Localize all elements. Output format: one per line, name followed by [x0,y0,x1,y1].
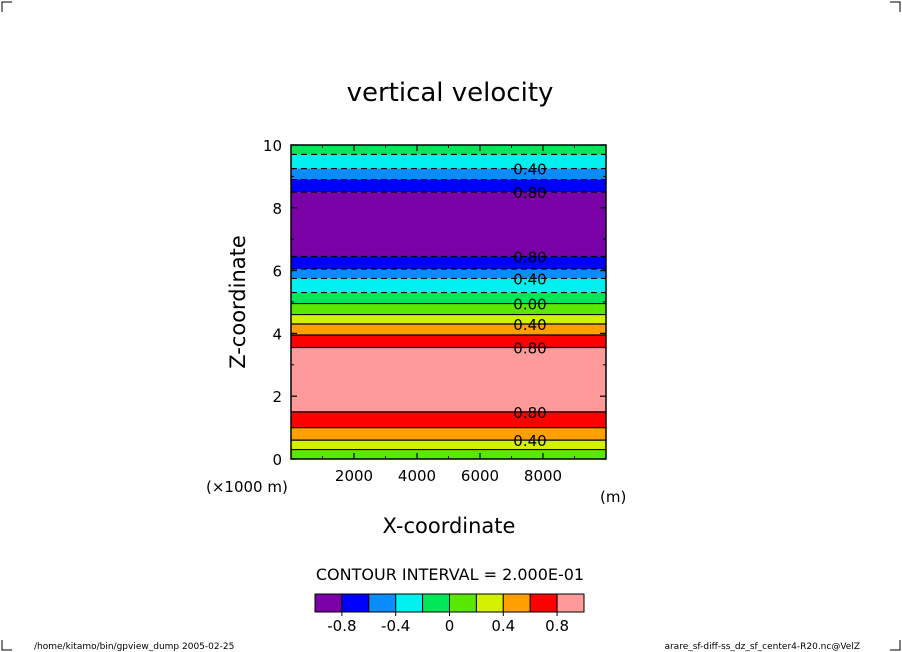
y-tick-label-3: 6 [272,263,282,281]
contour-band-14 [291,179,606,193]
chart-title: vertical velocity [347,78,554,108]
contour-label-6: 0.80 [513,248,546,266]
colorbar-swatch-9 [556,593,585,613]
contour-band-5 [291,334,606,348]
x-axis-label: X-coordinate [383,514,516,538]
colorbar-swatch-5 [449,593,477,613]
y-tick-label-2: 4 [272,325,282,343]
contour-band-13 [291,192,606,257]
colorbar-swatch-4 [422,593,451,613]
contour-band-1 [291,440,606,450]
colorbar-swatch-8 [529,593,558,613]
contour-label-8: 0.40 [513,161,546,179]
contour-band-17 [291,145,606,155]
colorbar: -0.8 -0.4 0 0.4 0.8 [314,593,585,635]
colorbar-swatch-0 [314,593,343,613]
colorbar-swatch-2 [368,593,397,613]
contour-interval-text: CONTOUR INTERVAL = 2.000E-01 [316,565,584,584]
contour-labels: 0.40 0.80 0.80 0.40 0.00 0.40 0.80 0.80 0.40 [513,161,546,451]
contour-label-3: 0.40 [513,316,546,334]
y-tick-label-0: 0 [272,451,282,469]
contour-band-16 [291,154,606,169]
contour-band-3 [291,411,606,428]
contour-lines [291,153,606,451]
contour-label-2: 0.80 [513,340,546,358]
contour-band-11 [291,269,606,279]
colorbar-swatch-7 [502,593,531,613]
contour-band-6 [291,323,606,335]
colorbar-label-4: 0.8 [545,617,569,635]
colorbar-label-3: 0.4 [491,617,515,635]
contour-band-15 [291,168,606,180]
contour-band-7 [291,314,606,324]
footer-left: /home/kitamo/bin/gpview_dump 2005-02-25 [34,642,234,652]
contour-label-7: 0.80 [513,184,546,202]
contour-label-5: 0.40 [513,270,546,288]
axis-ticks: 2000 4000 6000 8000 0 2 4 6 8 10 [263,137,606,485]
footer-right: arare_sf-diff-ss_dz_sf_center4-R20.nc@Ve… [664,642,860,652]
colorbar-label-0: -0.8 [327,617,356,635]
y-tick-label-5: 10 [263,137,282,155]
contour-band-12 [291,256,606,270]
contour-band-2 [291,427,606,441]
colorbar-swatch-1 [341,593,370,613]
contour-band-9 [291,292,606,304]
contour-label-1: 0.80 [513,404,546,422]
contour-bands [291,145,606,459]
contour-label-0: 0.40 [513,432,546,450]
contour-band-10 [291,278,606,293]
colorbar-label-1: -0.4 [381,617,410,635]
x-tick-label-2: 6000 [461,467,499,485]
x-unit-label: (m) [600,488,626,506]
contour-label-4: 0.00 [513,296,546,314]
y-axis-label: Z-coordinate [226,235,250,369]
x-tick-label-1: 4000 [398,467,436,485]
colorbar-label-2: 0 [445,617,455,635]
x-tick-label-0: 2000 [335,467,373,485]
y-tick-label-4: 8 [272,200,282,218]
contour-band-4 [291,347,606,412]
y-tick-label-1: 2 [272,388,282,406]
colorbar-swatch-6 [475,593,504,613]
contour-band-0 [291,449,606,459]
colorbar-swatch-3 [395,593,424,613]
x-tick-label-3: 8000 [524,467,562,485]
contour-band-8 [291,303,606,315]
y-unit-label: (×1000 m) [206,478,288,496]
